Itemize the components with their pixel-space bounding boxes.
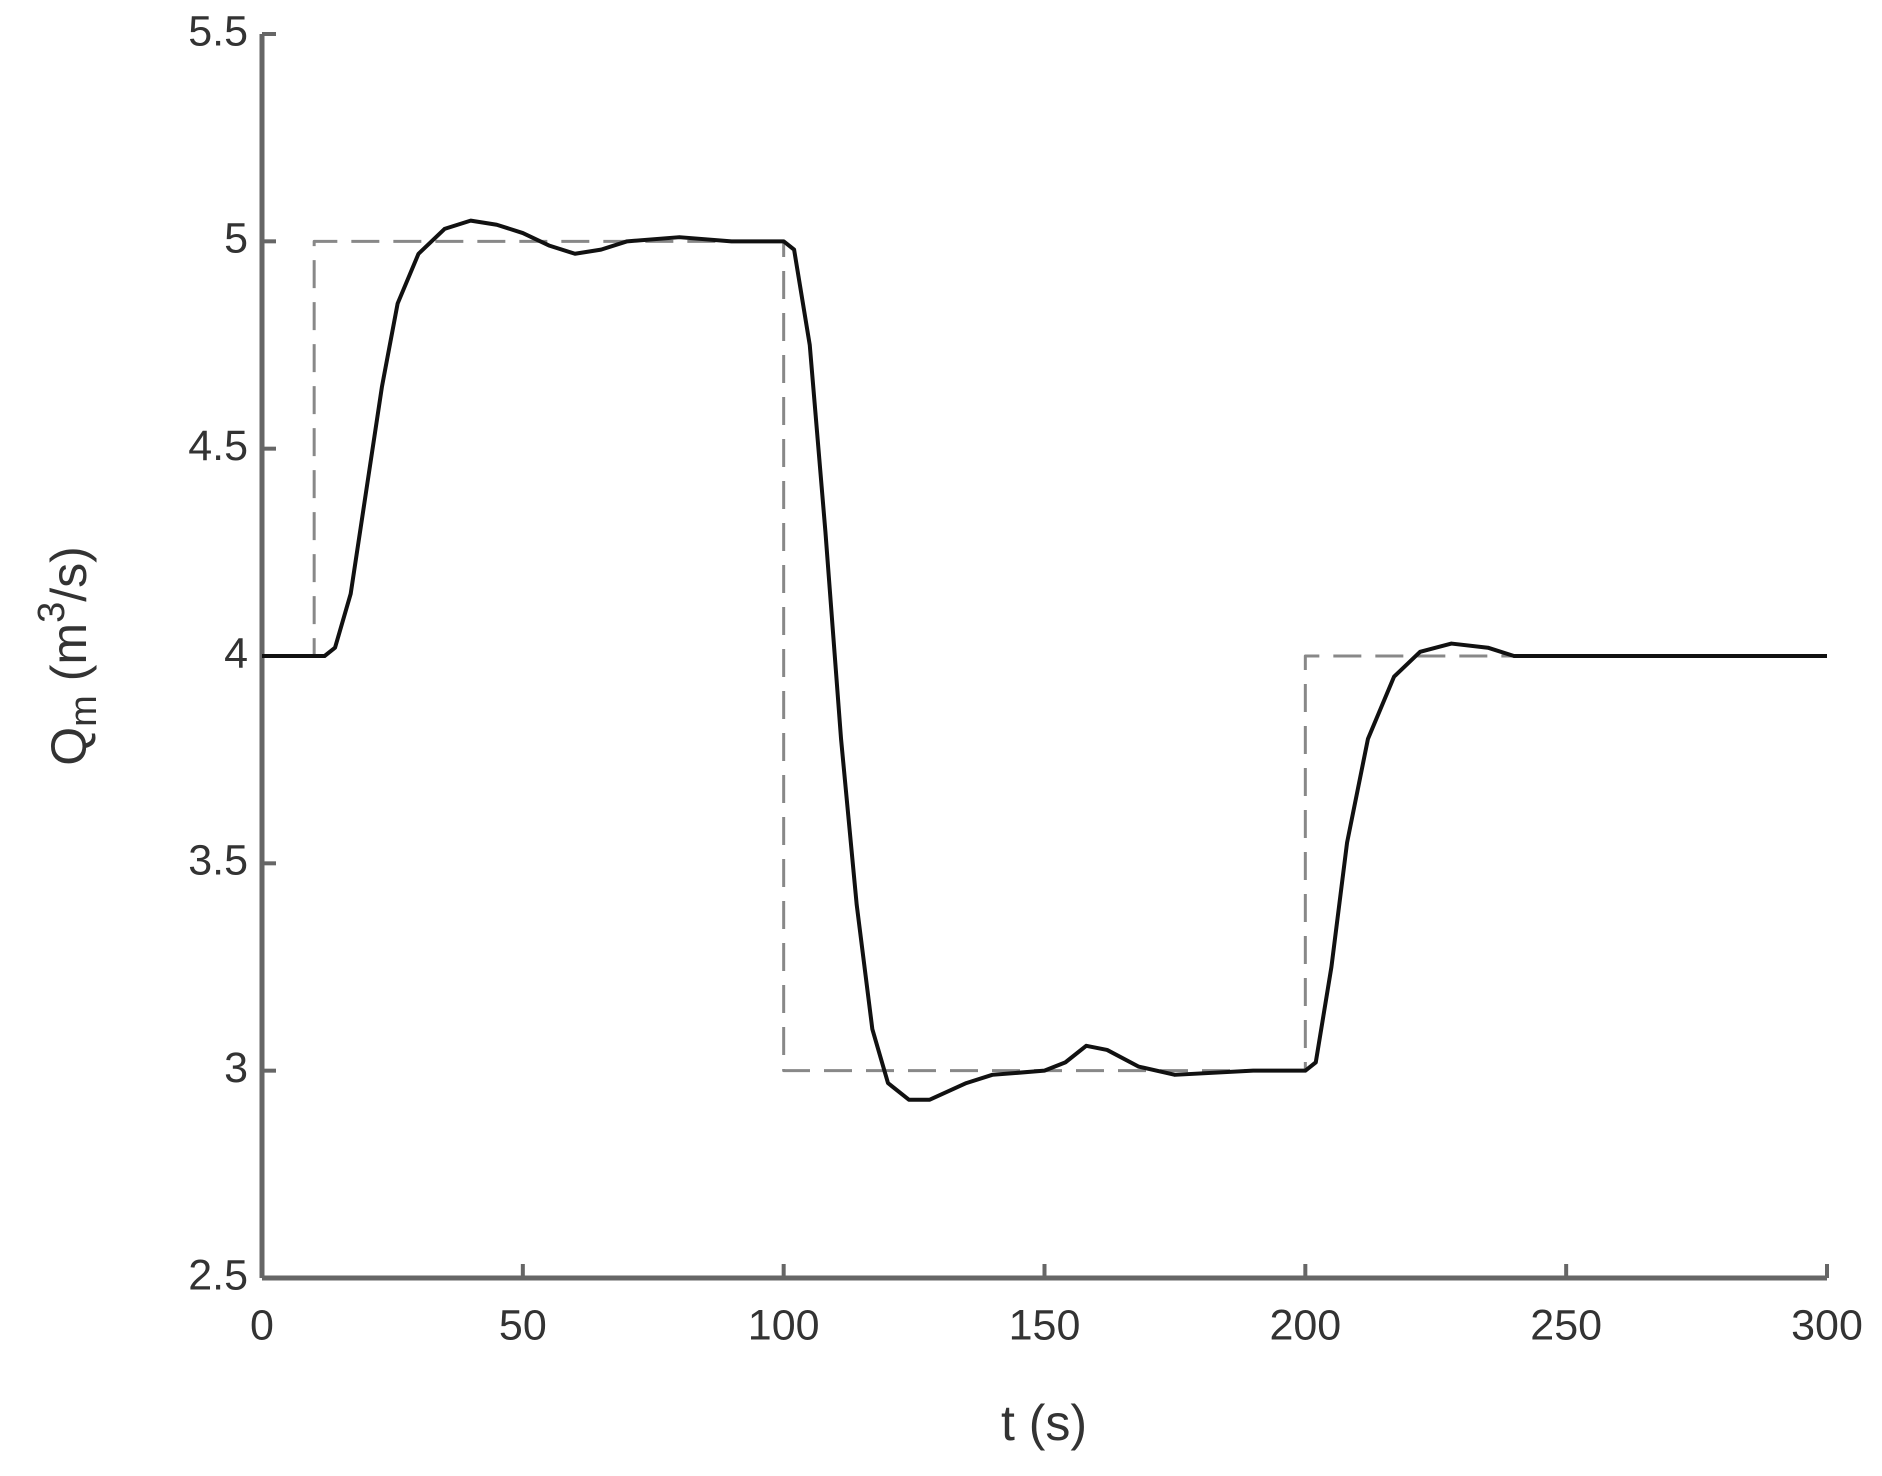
y-tick-label: 5 [224, 215, 248, 263]
y-label-part: /s) [41, 546, 97, 602]
y-tick-label: 2.5 [188, 1251, 248, 1299]
y-tick-label: 3 [224, 1044, 248, 1092]
y-label-part: (m [41, 623, 97, 681]
x-axis-label: t (s) [1001, 1395, 1087, 1451]
x-tick-label: 300 [1791, 1301, 1863, 1349]
y-tick-label: 4.5 [188, 422, 248, 470]
y-tick-label: 4 [224, 629, 248, 677]
y-label-sup: 3 [31, 602, 73, 623]
x-tick-label: 50 [499, 1301, 547, 1349]
y-tick-label: 3.5 [188, 837, 248, 885]
y-tick-label: 5.5 [188, 7, 248, 55]
data-line [262, 218, 1827, 1102]
data-line [262, 239, 1827, 1073]
x-tick-label: 100 [748, 1301, 820, 1349]
x-tick-label: 200 [1269, 1301, 1341, 1349]
x-tick-label: 150 [1009, 1301, 1081, 1349]
x-tick-label: 0 [250, 1301, 274, 1349]
x-tick-label: 250 [1530, 1301, 1602, 1349]
y-label-sub: m [63, 695, 105, 727]
y-label-part: Q [41, 727, 97, 766]
y-axis-label: Qm (m3/s) [31, 546, 105, 766]
